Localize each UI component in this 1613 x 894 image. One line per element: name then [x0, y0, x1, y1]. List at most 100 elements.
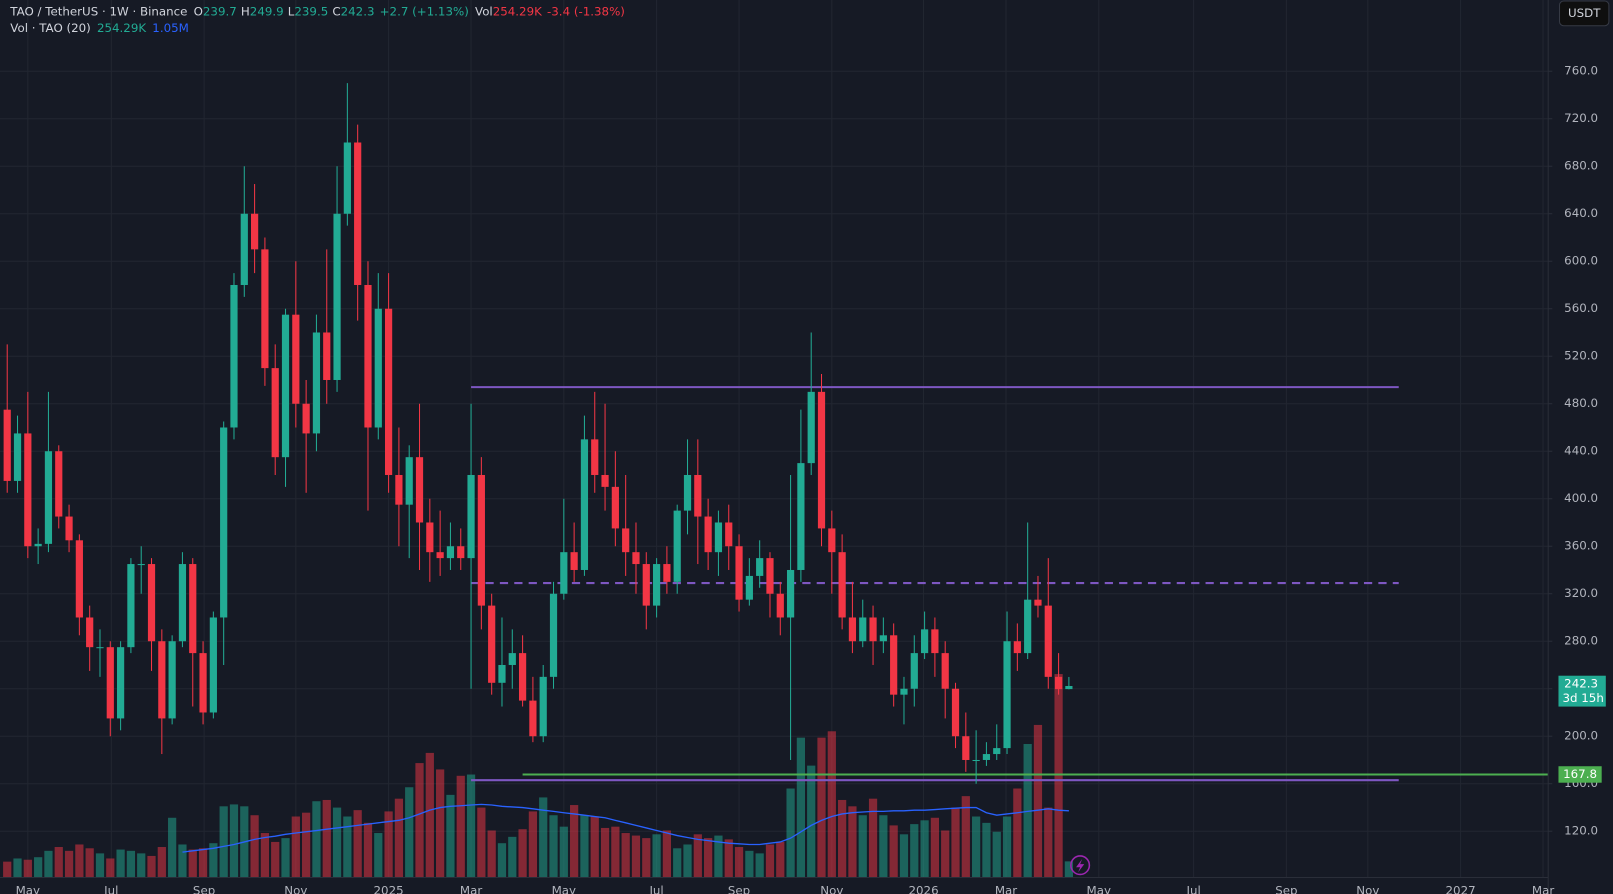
candle-body [890, 635, 898, 695]
candle-body [477, 474, 485, 606]
y-tick-label: 480.0 [1564, 396, 1598, 410]
candle-body [13, 433, 22, 481]
candle-body [951, 688, 960, 737]
candle-body [271, 368, 279, 458]
volume-bar [487, 830, 496, 878]
candle-body [1065, 686, 1073, 690]
vol-value: 254.29K [493, 4, 542, 18]
volume-bar [384, 811, 393, 878]
volume-bar [611, 826, 620, 878]
x-tick-label: 2027 [1446, 883, 1476, 894]
volume-bar [219, 806, 228, 878]
candle-body [199, 653, 207, 713]
candle-body [168, 641, 176, 719]
price-tag-label: 242.3 [1564, 676, 1598, 690]
level-tag-label: 167.8 [1563, 767, 1597, 781]
candle-body [1013, 641, 1021, 654]
candle-body [848, 617, 857, 642]
l-label: L [288, 4, 295, 18]
candle-body [560, 552, 568, 594]
candles-layer [3, 83, 1073, 784]
volume-bar [3, 861, 12, 878]
countdown: 3d 15h [1562, 691, 1603, 705]
candle-body [395, 474, 403, 505]
volume-bar [75, 844, 84, 878]
candle-body [116, 647, 125, 719]
candle-body [745, 575, 753, 600]
volume-ma-line [182, 803, 1069, 853]
candle-body [457, 546, 465, 559]
volume-bar [899, 834, 909, 878]
y-tick-label: 320.0 [1564, 586, 1598, 600]
candle-body [250, 213, 259, 250]
candle-body [106, 647, 114, 719]
volume-bar [858, 815, 867, 878]
y-tick-label: 560.0 [1564, 301, 1598, 315]
candle-body [766, 558, 774, 594]
icon-bolt [1076, 859, 1085, 873]
volume-bar [662, 830, 672, 878]
indicator-vol: 254.29K [97, 20, 146, 34]
x-tick-label: Sep [193, 883, 215, 894]
volume-bar [600, 827, 610, 878]
candle-body [384, 308, 393, 475]
volume-bar [1054, 674, 1063, 878]
volume-bar [528, 811, 538, 878]
candle-body [364, 284, 372, 428]
candle-body [281, 314, 290, 458]
candle-body [415, 457, 424, 523]
volume-bar [343, 816, 352, 878]
volume-bar [137, 853, 146, 878]
candle-body [96, 647, 104, 649]
lightning-icon[interactable] [1070, 855, 1091, 876]
volume-bar [848, 806, 857, 878]
candle-body [828, 528, 836, 553]
y-tick-label: 520.0 [1564, 349, 1598, 363]
volume-bar [642, 838, 651, 878]
volume-bar [302, 812, 311, 878]
volume-bar [673, 848, 682, 878]
candle-body [127, 564, 135, 648]
candle-body [735, 546, 743, 600]
volume-bar [198, 848, 208, 878]
candle-body [75, 540, 83, 618]
volume-bar [374, 833, 383, 878]
candle-body [374, 308, 382, 428]
candle-body [426, 522, 434, 553]
y-tick-label: 680.0 [1564, 159, 1598, 173]
volume-bar [363, 822, 373, 878]
candle-body [807, 391, 815, 464]
volume-bar [1002, 816, 1012, 878]
volume-bar [539, 797, 548, 878]
volume-bar [817, 737, 826, 878]
volume-bar [394, 798, 404, 878]
button-box [1558, 0, 1610, 27]
candle-body [488, 605, 496, 683]
volume-bar [549, 815, 558, 878]
volume-bar [776, 841, 785, 878]
volume-bar [734, 847, 744, 878]
volume-bar [683, 844, 692, 878]
candle-body [261, 249, 269, 369]
x-tick-label: Nov [1356, 883, 1379, 894]
indicator-ma: 1.05M [152, 20, 189, 34]
x-tick-label: Sep [728, 883, 750, 894]
volume-bar [95, 853, 105, 878]
candle-body [838, 552, 846, 618]
icon-ring [1070, 855, 1091, 876]
candle-body [529, 700, 537, 737]
levels-layer [471, 386, 1549, 782]
volume-bar [157, 847, 166, 878]
candle-body [962, 736, 970, 760]
volume-bar [827, 731, 836, 878]
x-tick-label: Mar [1532, 883, 1554, 894]
currency-button[interactable]: USDT [1558, 0, 1610, 27]
x-tick-label: Jul [648, 883, 663, 894]
candle-body [776, 593, 784, 618]
volume-bar [1064, 861, 1074, 878]
candle-body [178, 564, 187, 642]
button-label: USDT [1568, 6, 1601, 20]
